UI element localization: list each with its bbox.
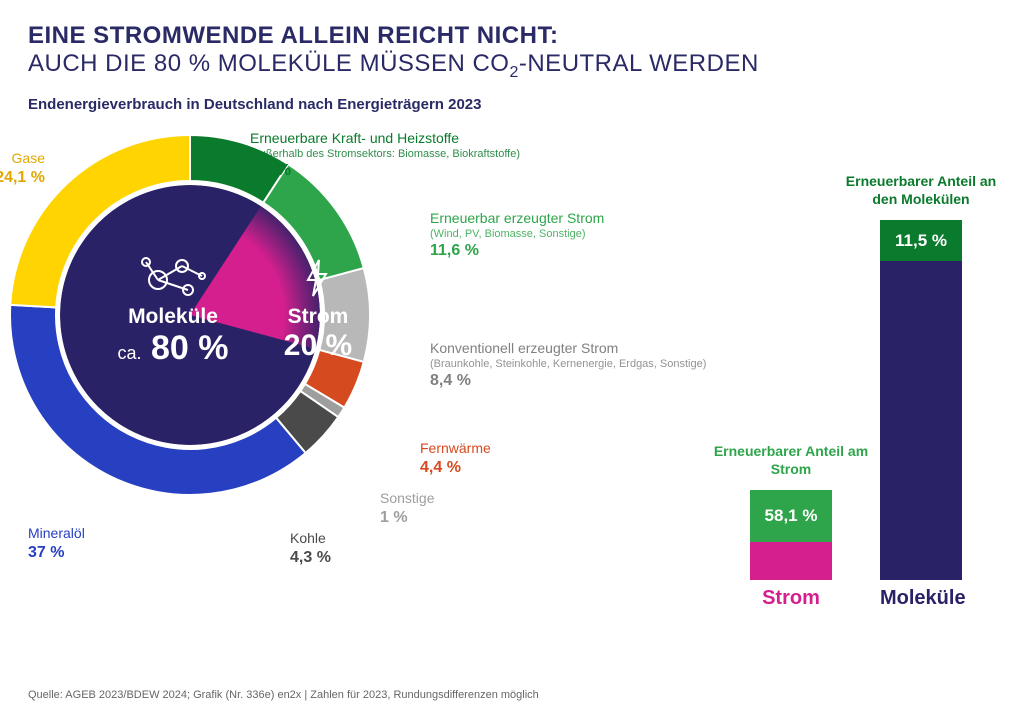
bar-molekule: Erneuerbarer Anteil an den Molekülen 11,…: [880, 220, 962, 580]
page-title-line2: AUCH DIE 80 % MOLEKÜLE MÜSSEN CO2-NEUTRA…: [28, 50, 996, 82]
donut-label-kohle: Kohle4,3 %: [290, 530, 331, 568]
donut-label-fernwaerme: Fernwärme4,4 %: [420, 440, 491, 478]
bar-strom: Erneuerbarer Anteil am Strom 58,1 % Stro…: [750, 490, 832, 580]
bar-strom-caption: Strom: [750, 587, 832, 610]
bar-strom-title: Erneuerbarer Anteil am Strom: [711, 443, 871, 478]
donut-label-sonstige: Sonstige1 %: [380, 490, 434, 528]
source-line: Quelle: AGEB 2023/BDEW 2024; Grafik (Nr.…: [28, 689, 539, 701]
donut-label-mineraloel: Mineralöl37 %: [28, 525, 85, 563]
inner-molekule-label: Moleküle ca. 80 %: [88, 305, 258, 368]
bar-molekule-caption: Moleküle: [880, 587, 962, 610]
bar-molekule-value: 11,5 %: [880, 231, 962, 251]
inner-strom-label: Strom 20 %: [258, 305, 378, 363]
donut-label-konvent_strom: Konventionell erzeugter Strom(Braunkohle…: [430, 340, 706, 391]
donut-label-erneuerbar_strom: Erneuerbar erzeugter Strom(Wind, PV, Bio…: [430, 210, 604, 261]
donut-label-gase: Gase24,1 %: [0, 150, 45, 188]
molecule-icon: [138, 252, 208, 302]
lightning-icon: [304, 258, 330, 298]
page-title-line1: EINE STROMWENDE ALLEIN REICHT NICHT:: [28, 22, 996, 50]
bars-area: Erneuerbarer Anteil am Strom 58,1 % Stro…: [720, 140, 1010, 620]
bar-strom-value: 58,1 %: [750, 506, 832, 526]
bar-molekule-title: Erneuerbarer Anteil an den Molekülen: [841, 173, 1001, 208]
donut-label-erneuerbare_kraft: Erneuerbare Kraft- und Heizstoffe(außerh…: [250, 130, 520, 181]
